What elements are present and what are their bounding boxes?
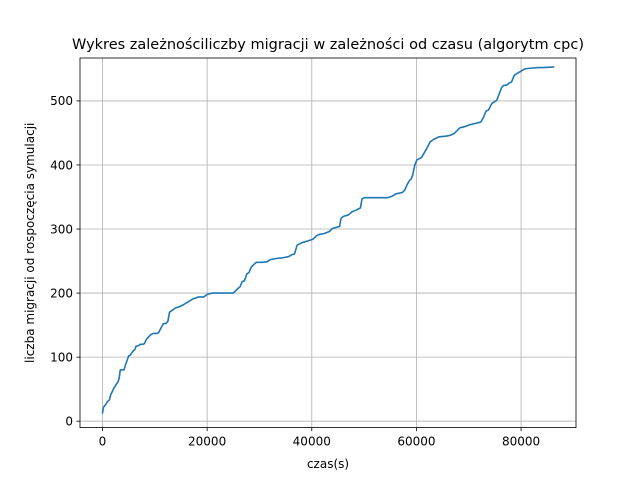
x-tick-label: 80000 [502, 435, 540, 449]
x-axis-label: czas(s) [307, 457, 349, 471]
ticks: 0 20000 40000 60000 80000 0 100 200 300 400 500 [50, 94, 540, 448]
y-tick-label: 400 [50, 158, 73, 172]
series-layer [101, 66, 555, 414]
y-axis-label: liczba migracji od rospoczęcia symulacji [23, 123, 37, 363]
y-tick-label: 500 [50, 94, 73, 108]
axes-frame [79, 57, 577, 429]
y-tick-label: 200 [50, 286, 73, 300]
x-tick-label: 40000 [293, 435, 331, 449]
y-tick-label: 0 [65, 414, 73, 428]
series-line-0 [101, 66, 555, 414]
x-tick-label: 20000 [188, 435, 226, 449]
y-tick-label: 100 [50, 350, 73, 364]
x-tick-label: 0 [99, 435, 107, 449]
plot-area [80, 58, 576, 428]
chart-title: Wykres zależnościliczby migracji w zależ… [72, 37, 584, 53]
x-tick-label: 60000 [397, 435, 435, 449]
grid-lines [80, 58, 576, 428]
y-tick-label: 300 [50, 222, 73, 236]
